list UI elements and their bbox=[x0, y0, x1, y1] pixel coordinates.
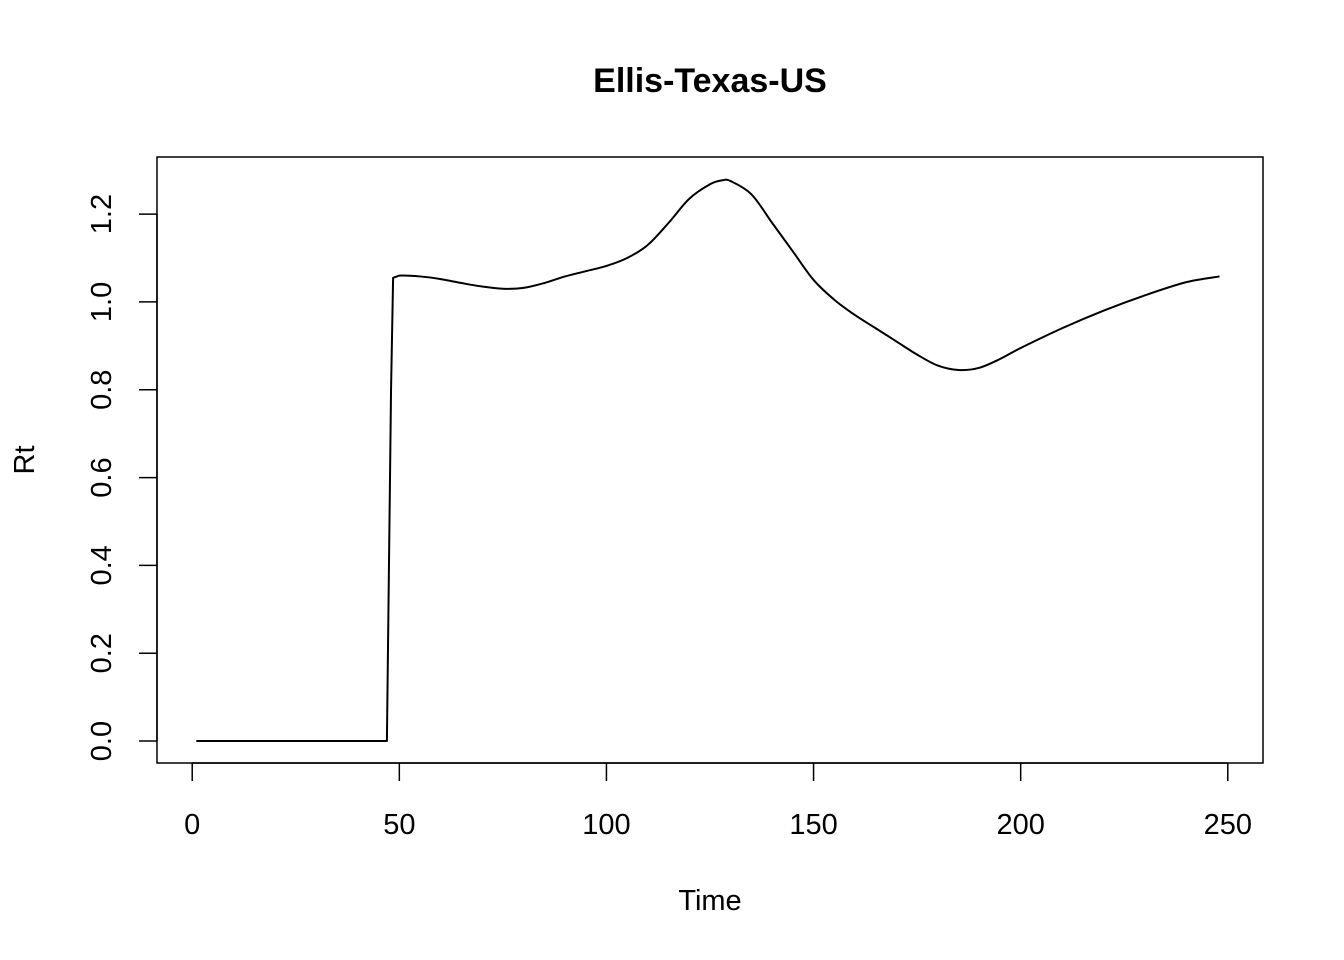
y-axis: 0.0 0.2 0.4 0.6 0.8 1.0 1.2 bbox=[86, 194, 158, 761]
y-tick-label: 1.2 bbox=[86, 194, 118, 234]
x-axis: 0 50 100 150 200 250 bbox=[184, 762, 1252, 841]
plot-frame bbox=[156, 156, 1264, 764]
chart-title: Ellis-Texas-US bbox=[593, 62, 827, 100]
y-tick-label: 0.4 bbox=[86, 545, 118, 585]
series-layer bbox=[196, 178, 1220, 743]
x-tick-label: 200 bbox=[996, 809, 1044, 841]
x-tick-label: 0 bbox=[184, 809, 200, 841]
y-tick-label: 1.0 bbox=[86, 282, 118, 322]
rt-series-line bbox=[196, 178, 1220, 743]
y-tick-label: 0.0 bbox=[86, 721, 118, 761]
y-tick-label: 0.8 bbox=[86, 370, 118, 410]
y-axis-label: Rt bbox=[9, 446, 41, 475]
x-tick-label: 50 bbox=[383, 809, 415, 841]
y-tick-label: 0.6 bbox=[86, 457, 118, 497]
x-tick-label: 100 bbox=[582, 809, 630, 841]
y-tick-label: 0.2 bbox=[86, 633, 118, 673]
x-axis-label: Time bbox=[678, 885, 741, 917]
x-tick-label: 150 bbox=[789, 809, 837, 841]
x-tick-label: 250 bbox=[1204, 809, 1252, 841]
